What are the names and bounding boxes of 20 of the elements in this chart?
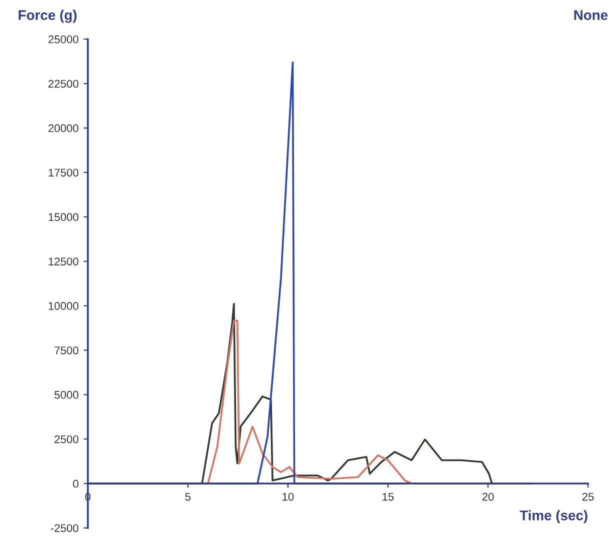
y-tick-label: -2500 bbox=[50, 524, 78, 532]
y-tick-label: 25000 bbox=[48, 35, 78, 44]
x-tick-label: 10 bbox=[282, 492, 294, 501]
y-tick-label: 12500 bbox=[48, 258, 78, 266]
y-axis-title: Force (g) bbox=[18, 10, 77, 23]
x-axis-title: Time (sec) bbox=[520, 510, 588, 524]
y-tick-label: 7500 bbox=[54, 346, 78, 354]
y-tick-label: 15000 bbox=[48, 213, 78, 222]
y-tick-label: 22500 bbox=[48, 80, 78, 88]
y-tick-label: 2500 bbox=[54, 435, 78, 444]
y-tick-label: 20000 bbox=[48, 124, 78, 132]
x-tick-label: 25 bbox=[582, 492, 594, 501]
y-tick-label: 10000 bbox=[48, 302, 78, 310]
y-tick-label: 0 bbox=[73, 480, 78, 488]
x-tick-label: 15 bbox=[382, 492, 394, 501]
x-tick-label: 20 bbox=[482, 492, 494, 501]
y-tick-label: 17500 bbox=[48, 168, 78, 177]
y-tick-label: 5000 bbox=[54, 390, 78, 399]
x-tick-label: 5 bbox=[185, 492, 191, 501]
text: None bbox=[574, 10, 608, 20]
